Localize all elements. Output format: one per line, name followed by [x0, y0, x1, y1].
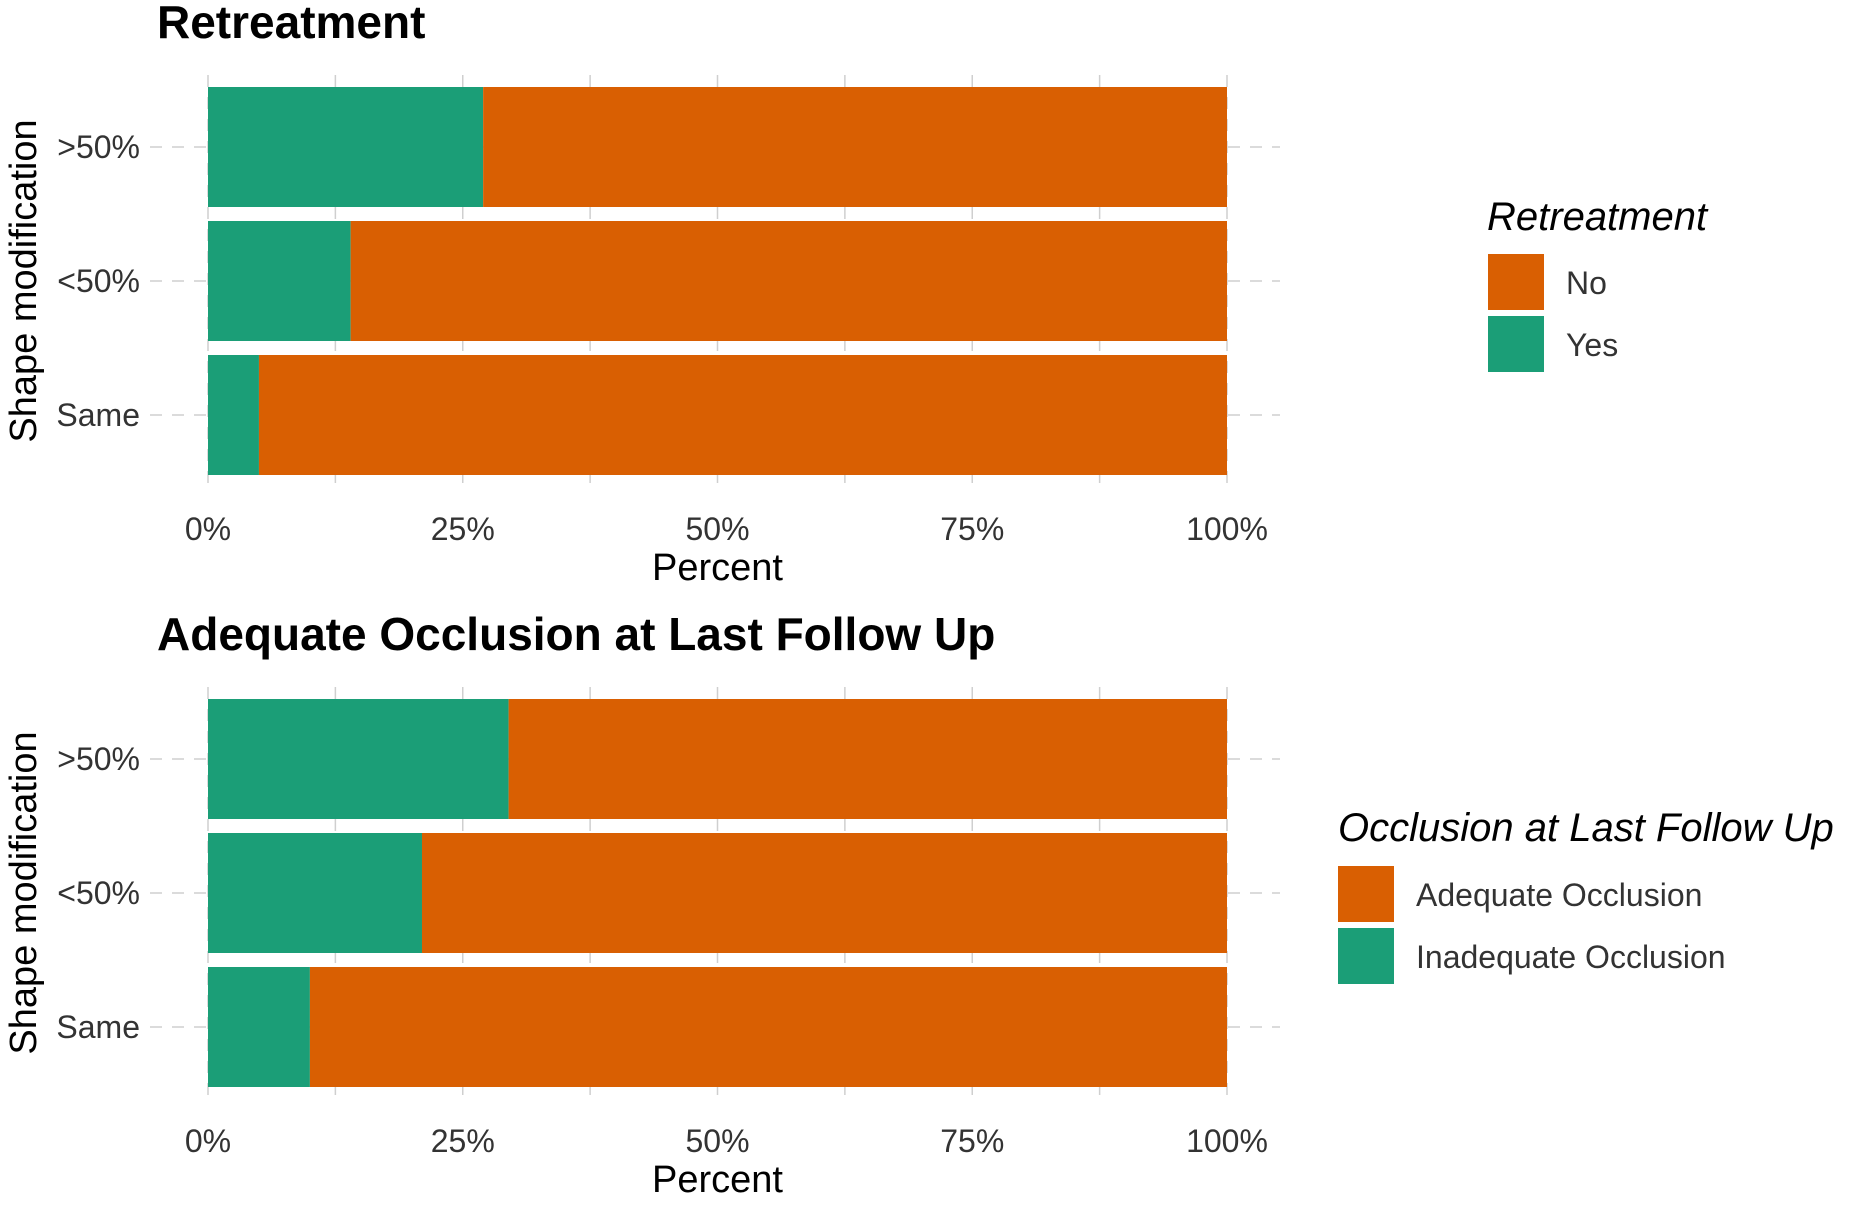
bar-inadequate-occlusion — [208, 967, 310, 1087]
x-tick-label: 0% — [185, 1123, 231, 1159]
bar-adequate-occlusion — [309, 967, 1227, 1087]
legend-swatch — [1338, 866, 1394, 922]
x-tick-label: 25% — [431, 1123, 495, 1159]
bar-yes — [208, 221, 351, 341]
bar-no — [258, 355, 1227, 475]
x-tick-label: 0% — [185, 511, 231, 547]
legend-swatch — [1488, 254, 1544, 310]
y-axis-title: Shape modification — [3, 119, 45, 442]
x-tick-label: 50% — [685, 511, 749, 547]
legend-title: Occlusion at Last Follow Up — [1338, 806, 1834, 850]
chart-title: Adequate Occlusion at Last Follow Up — [157, 608, 995, 660]
y-tick-label: >50% — [57, 129, 140, 165]
legend-label: No — [1566, 265, 1607, 301]
legend-swatch — [1488, 316, 1544, 372]
bar-adequate-occlusion — [421, 833, 1227, 953]
bar-no — [350, 221, 1227, 341]
x-tick-label: 50% — [685, 1123, 749, 1159]
x-tick-label: 75% — [940, 1123, 1004, 1159]
legend-swatch — [1338, 928, 1394, 984]
y-tick-label: >50% — [57, 741, 140, 777]
x-axis-title: Percent — [652, 547, 783, 589]
legend-label: Inadequate Occlusion — [1416, 939, 1726, 975]
legend: Occlusion at Last Follow Up Adequate Occl… — [1338, 806, 1834, 984]
y-tick-label: Same — [56, 397, 140, 433]
x-tick-label: 100% — [1186, 1123, 1268, 1159]
x-axis-title: Percent — [652, 1159, 783, 1201]
chart-title: Retreatment — [157, 0, 425, 48]
x-tick-label: 100% — [1186, 511, 1268, 547]
y-tick-label: Same — [56, 1009, 140, 1045]
y-tick-label: <50% — [57, 263, 140, 299]
legend: Retreatment No Yes — [1487, 195, 1709, 372]
x-tick-label: 75% — [940, 511, 1004, 547]
legend-label: Yes — [1566, 327, 1618, 363]
y-tick-label: <50% — [57, 875, 140, 911]
chart-panel-1: Retreatment >50% <50% Same 0% 25% 50% 75% 100% Pe… — [3, 0, 1709, 589]
bar-adequate-occlusion — [508, 699, 1228, 819]
chart-panel-2: Adequate Occlusion at Last Follow Up >50%… — [3, 608, 1834, 1201]
bar-yes — [208, 87, 484, 207]
bar-inadequate-occlusion — [208, 833, 422, 953]
bar-inadequate-occlusion — [208, 699, 509, 819]
legend-label: Adequate Occlusion — [1416, 877, 1702, 913]
y-axis-title: Shape modification — [3, 731, 45, 1054]
bar-yes — [208, 355, 259, 475]
bar-no — [483, 87, 1227, 207]
x-tick-label: 25% — [431, 511, 495, 547]
legend-title: Retreatment — [1487, 195, 1709, 239]
